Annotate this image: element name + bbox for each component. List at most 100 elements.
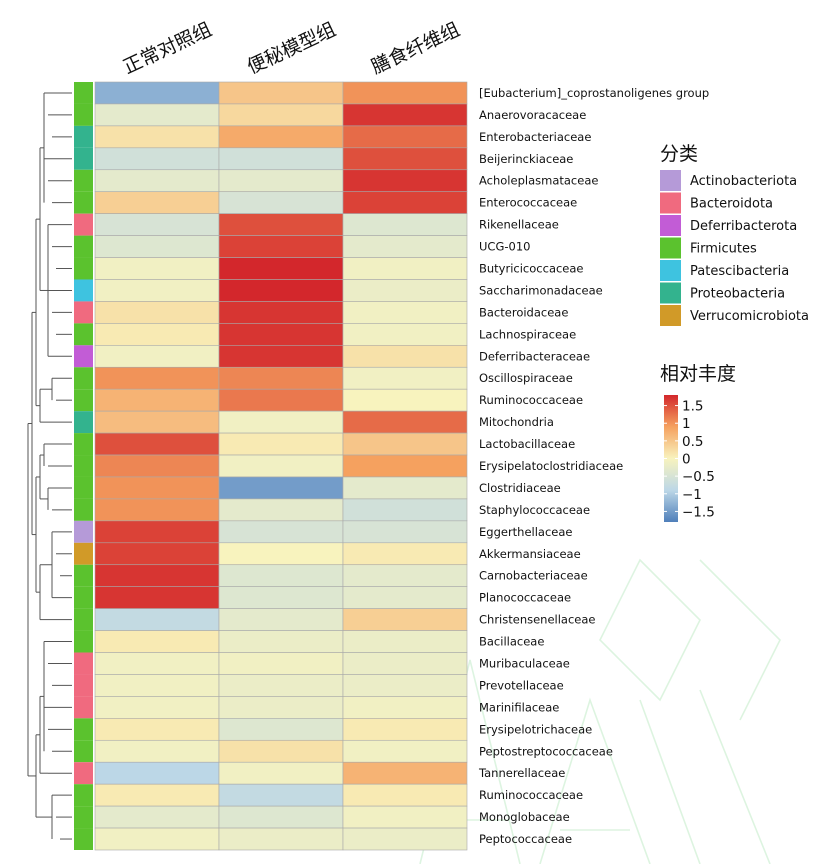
phylum-legend-label: Deferribacterota [690,219,797,234]
heatmap-cell [218,169,344,193]
row-label: Christensenellaceae [479,613,596,627]
heatmap-cell [94,103,220,127]
phylum-legend-swatch [660,260,681,281]
row-label: Tannerellaceae [478,766,565,780]
heatmap-cell [94,542,220,566]
color-scale-tick-label: −1.5 [682,504,715,520]
phylum-legend-label: Bacteroidota [690,197,773,212]
heatmap-cell [218,783,344,807]
heatmap-cell [94,498,220,522]
heatmap-cell [94,323,220,346]
phylum-annotation-cell [74,147,93,170]
heatmap-cell [218,520,344,544]
row-label: Peptococcaceae [479,832,572,846]
heatmap-cell [218,410,344,434]
phylum-annotation-cell [74,608,93,631]
row-label: Saccharimonadaceae [479,283,603,297]
heatmap-cell [218,674,344,697]
heatmap-cell [342,257,468,280]
color-scale-tick-label: −0.5 [682,469,715,485]
heatmap-cell [94,652,220,675]
row-label: Mitochondria [479,415,554,429]
color-scale-tick-label: −1 [682,487,702,503]
heatmap-cell [94,169,220,193]
heatmap-cell [94,564,220,587]
phylum-legend-label: Proteobacteria [690,287,785,302]
heatmap-cell [94,630,220,653]
heatmap-cell [342,761,468,785]
phylum-annotation-cell [74,235,93,258]
heatmap-cell [342,81,468,105]
phylum-annotation-cell [74,323,93,346]
phylum-legend-swatch [660,237,681,259]
row-label: Rikenellaceae [479,218,559,232]
heatmap-cell [218,323,344,346]
heatmap-cell [94,739,220,763]
heatmap-cell [94,586,220,609]
row-label: Carnobacteriaceae [479,569,588,583]
phylum-annotation-cell [74,762,93,785]
heatmap-cell [94,476,220,500]
color-scale-tick-label: 0 [682,452,691,468]
phylum-annotation-cell [74,169,93,192]
heatmap-cell [342,366,468,390]
heatmap-cell [342,388,468,412]
phylum-annotation-cell [74,301,93,324]
heatmap-cell [342,739,468,763]
phylum-annotation-cell [74,125,93,148]
heatmap-cell [218,630,344,653]
heatmap-cell [218,235,344,258]
row-label: Prevotellaceae [479,678,564,692]
phylum-legend-label: Patescibacteria [690,264,789,279]
phylum-legend-swatch [660,192,681,214]
phylum-legend-swatch [660,282,681,304]
row-label: Peptostreptococcaceae [479,744,613,758]
row-label: Enterobacteriaceae [479,130,591,144]
color-scale-legend: 相对丰度 1.51 0.5 0−0.5 −1−1.5 [660,363,736,522]
heatmap-cell [218,586,344,609]
phylum-annotation-cell [74,433,93,456]
phylum-annotation-cell [74,498,93,521]
heatmap-cell [218,542,344,566]
heatmap-cell [218,345,344,368]
heatmap-cell [94,388,220,412]
phylum-annotation-cell [74,520,93,543]
phylum-annotation-column [74,82,93,850]
phylum-annotation-cell [74,389,93,412]
heatmap-cell [218,388,344,412]
phylum-annotation-cell [74,696,93,719]
phylum-annotation-cell [74,806,93,829]
phylum-legend-swatch [660,305,681,326]
heatmap-cell [94,827,220,851]
heatmap-cell [94,761,220,785]
phylum-annotation-cell [74,367,93,390]
heatmap-cell [94,432,220,456]
heatmap-cell [94,191,220,214]
heatmap-cell [218,696,344,719]
heatmap-cell [94,301,220,324]
phylum-annotation-cell [74,784,93,807]
heatmap-cell [218,805,344,829]
phylum-annotation-cell [74,564,93,587]
phylum-annotation-cell [74,542,93,565]
phylum-annotation-cell [74,674,93,697]
color-scale-bar [664,395,678,522]
heatmap-cell [342,345,468,368]
heatmap-cell [342,542,468,566]
heatmap-cell [218,498,344,522]
heatmap-cell [94,81,220,105]
row-label: Eggerthellaceae [479,525,573,539]
row-label: [Eubacterium]_coprostanoligenes group [479,86,709,100]
phylum-annotation-cell [74,279,93,302]
heatmap-cell [342,147,468,171]
heatmap-cell [218,608,344,631]
column-label: 正常对照组 [120,18,215,78]
row-label: Lachnospiraceae [479,327,576,341]
watermark-decoration [419,558,781,864]
heatmap-cell [218,761,344,785]
phylum-annotation-cell [74,191,93,214]
heatmap-cell [94,147,220,171]
row-label: Erysipelotrichaceae [479,722,592,736]
phylum-legend: 分类 Actinobacteriota Bacteroidota Deferribac… [660,143,809,326]
row-label: Enterococcaceae [479,196,577,210]
